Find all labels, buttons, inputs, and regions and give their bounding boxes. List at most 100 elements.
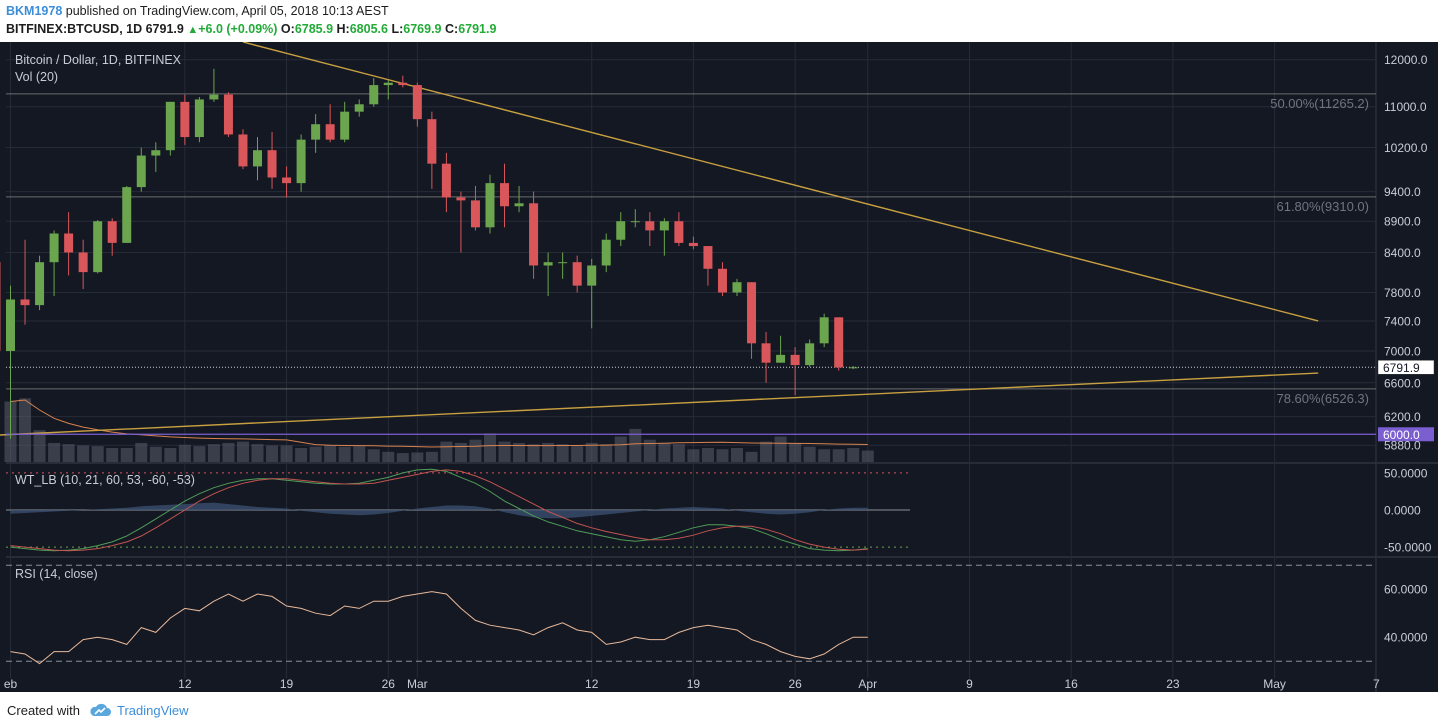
- price-tick-label: 7400.0: [1384, 314, 1421, 328]
- price-tick-label: 5880.0: [1384, 439, 1421, 453]
- volume-bar: [222, 442, 235, 462]
- price-tick-label: 12000.0: [1384, 53, 1428, 67]
- volume-bar: [62, 444, 75, 462]
- volume-bar: [91, 446, 104, 462]
- volume-bar: [687, 449, 700, 462]
- time-tick-label: 7: [1373, 677, 1380, 691]
- open-label: O:: [280, 22, 295, 36]
- author-name[interactable]: BKM1978: [6, 4, 63, 18]
- candle-body: [151, 150, 161, 156]
- candle-body: [558, 262, 568, 264]
- fib-level-label: 78.60%(6526.3): [1276, 391, 1369, 406]
- volume-bar: [483, 433, 496, 462]
- candle-body: [267, 150, 277, 178]
- price-tick-label: 6600.0: [1384, 376, 1421, 390]
- published-text: published on TradingView.com, April 05, …: [65, 4, 389, 18]
- chart-plot-area[interactable]: [6, 42, 1376, 678]
- candle-body: [412, 85, 422, 120]
- candle-body: [383, 82, 393, 86]
- candle-body: [122, 187, 132, 243]
- last-price-label-bg: [1377, 360, 1435, 375]
- candle-body: [209, 94, 219, 100]
- candle-body: [165, 101, 175, 151]
- time-tick-label: eb: [4, 677, 18, 691]
- candle-body: [238, 134, 248, 167]
- up-arrow-icon: ▲: [187, 24, 199, 36]
- wt-pane-title: WT_LB (10, 21, 60, 53, -60, -53): [15, 473, 195, 487]
- volume-bar: [556, 444, 569, 462]
- wt-line-wt2: [10, 469, 868, 552]
- volume-pane-title: Vol (20): [15, 70, 58, 84]
- candle-body: [645, 221, 655, 231]
- candle-body: [93, 221, 103, 273]
- time-axis[interactable]: [6, 678, 1438, 692]
- candle-body: [616, 221, 626, 240]
- volume-bar: [731, 448, 743, 462]
- candle-body: [848, 367, 858, 369]
- last-price-label: 6791.9: [1383, 361, 1420, 375]
- candle-body: [282, 177, 292, 184]
- high-label: H:: [336, 22, 350, 36]
- volume-bar: [164, 448, 177, 462]
- candle-body: [529, 203, 539, 266]
- volume-bar: [498, 441, 511, 462]
- volume-bar: [658, 442, 671, 462]
- time-tick-label: 16: [1065, 677, 1079, 691]
- volume-bar: [367, 449, 380, 462]
- volume-bar: [469, 439, 482, 462]
- time-tick-label: 23: [1166, 677, 1180, 691]
- price-tick-label: 11000.0: [1384, 100, 1427, 114]
- rsi-line: [10, 591, 868, 665]
- candle-body: [470, 200, 480, 228]
- candle-body: [732, 282, 742, 293]
- candle-body: [834, 317, 844, 368]
- wt-histogram-area: [10, 502, 868, 519]
- volume-bar: [178, 444, 191, 462]
- volume-bar: [832, 449, 845, 462]
- candle-body: [674, 221, 684, 243]
- volume-bar: [454, 442, 467, 462]
- left-edge: [0, 42, 6, 692]
- candle-body: [223, 94, 233, 135]
- volume-bar: [513, 442, 526, 462]
- close-label: C:: [444, 22, 459, 36]
- tradingview-cloud-icon[interactable]: [88, 702, 112, 718]
- volume-bar: [309, 446, 322, 462]
- volume-bar: [77, 445, 90, 462]
- volume-bar: [818, 449, 831, 462]
- wt-tick-label: 50.0000: [1384, 466, 1428, 480]
- volume-bar: [33, 430, 46, 462]
- volume-bar: [614, 436, 627, 462]
- candle-body: [747, 282, 757, 344]
- chart-canvas[interactable]: 50.00%(11265.2) 61.80%(9310.0) 78.60%(6526…: [0, 42, 1438, 692]
- candle-body: [78, 252, 88, 273]
- candle-body: [369, 85, 379, 105]
- candle-body: [64, 233, 74, 253]
- tradingview-brand-link[interactable]: TradingView: [117, 703, 189, 718]
- horizontal-line-label: 6000.0: [1383, 428, 1420, 442]
- time-tick-label: 26: [788, 677, 802, 691]
- price-axis[interactable]: [1376, 42, 1438, 678]
- candle-body: [398, 82, 408, 86]
- volume-bar: [701, 448, 714, 462]
- price-tick-label: 8900.0: [1384, 215, 1421, 229]
- volume-bar: [411, 452, 424, 462]
- candle-body: [35, 262, 45, 306]
- time-tick-label: 19: [687, 677, 701, 691]
- rsi-tick-label: 40.0000: [1384, 631, 1428, 645]
- volume-bar: [149, 446, 162, 462]
- ohlc-line: BITFINEX:BTCUSD, 1D 6791.9 ▲+6.0 (+0.09%…: [6, 22, 496, 36]
- price-tick-label: 10200.0: [1384, 141, 1428, 155]
- volume-bar: [193, 446, 206, 462]
- volume-bar: [120, 448, 133, 462]
- volume-bar: [789, 442, 802, 462]
- volume-bar: [803, 446, 816, 462]
- candle-body: [20, 299, 30, 306]
- time-tick-label: Mar: [407, 677, 428, 691]
- high-value: 6805.6: [349, 22, 388, 36]
- wt-tick-label: -50.0000: [1384, 541, 1432, 555]
- price-tick-label: 7000.0: [1384, 344, 1421, 358]
- volume-bar: [338, 446, 351, 462]
- volume-bar: [527, 444, 540, 462]
- volume-bar: [542, 442, 555, 462]
